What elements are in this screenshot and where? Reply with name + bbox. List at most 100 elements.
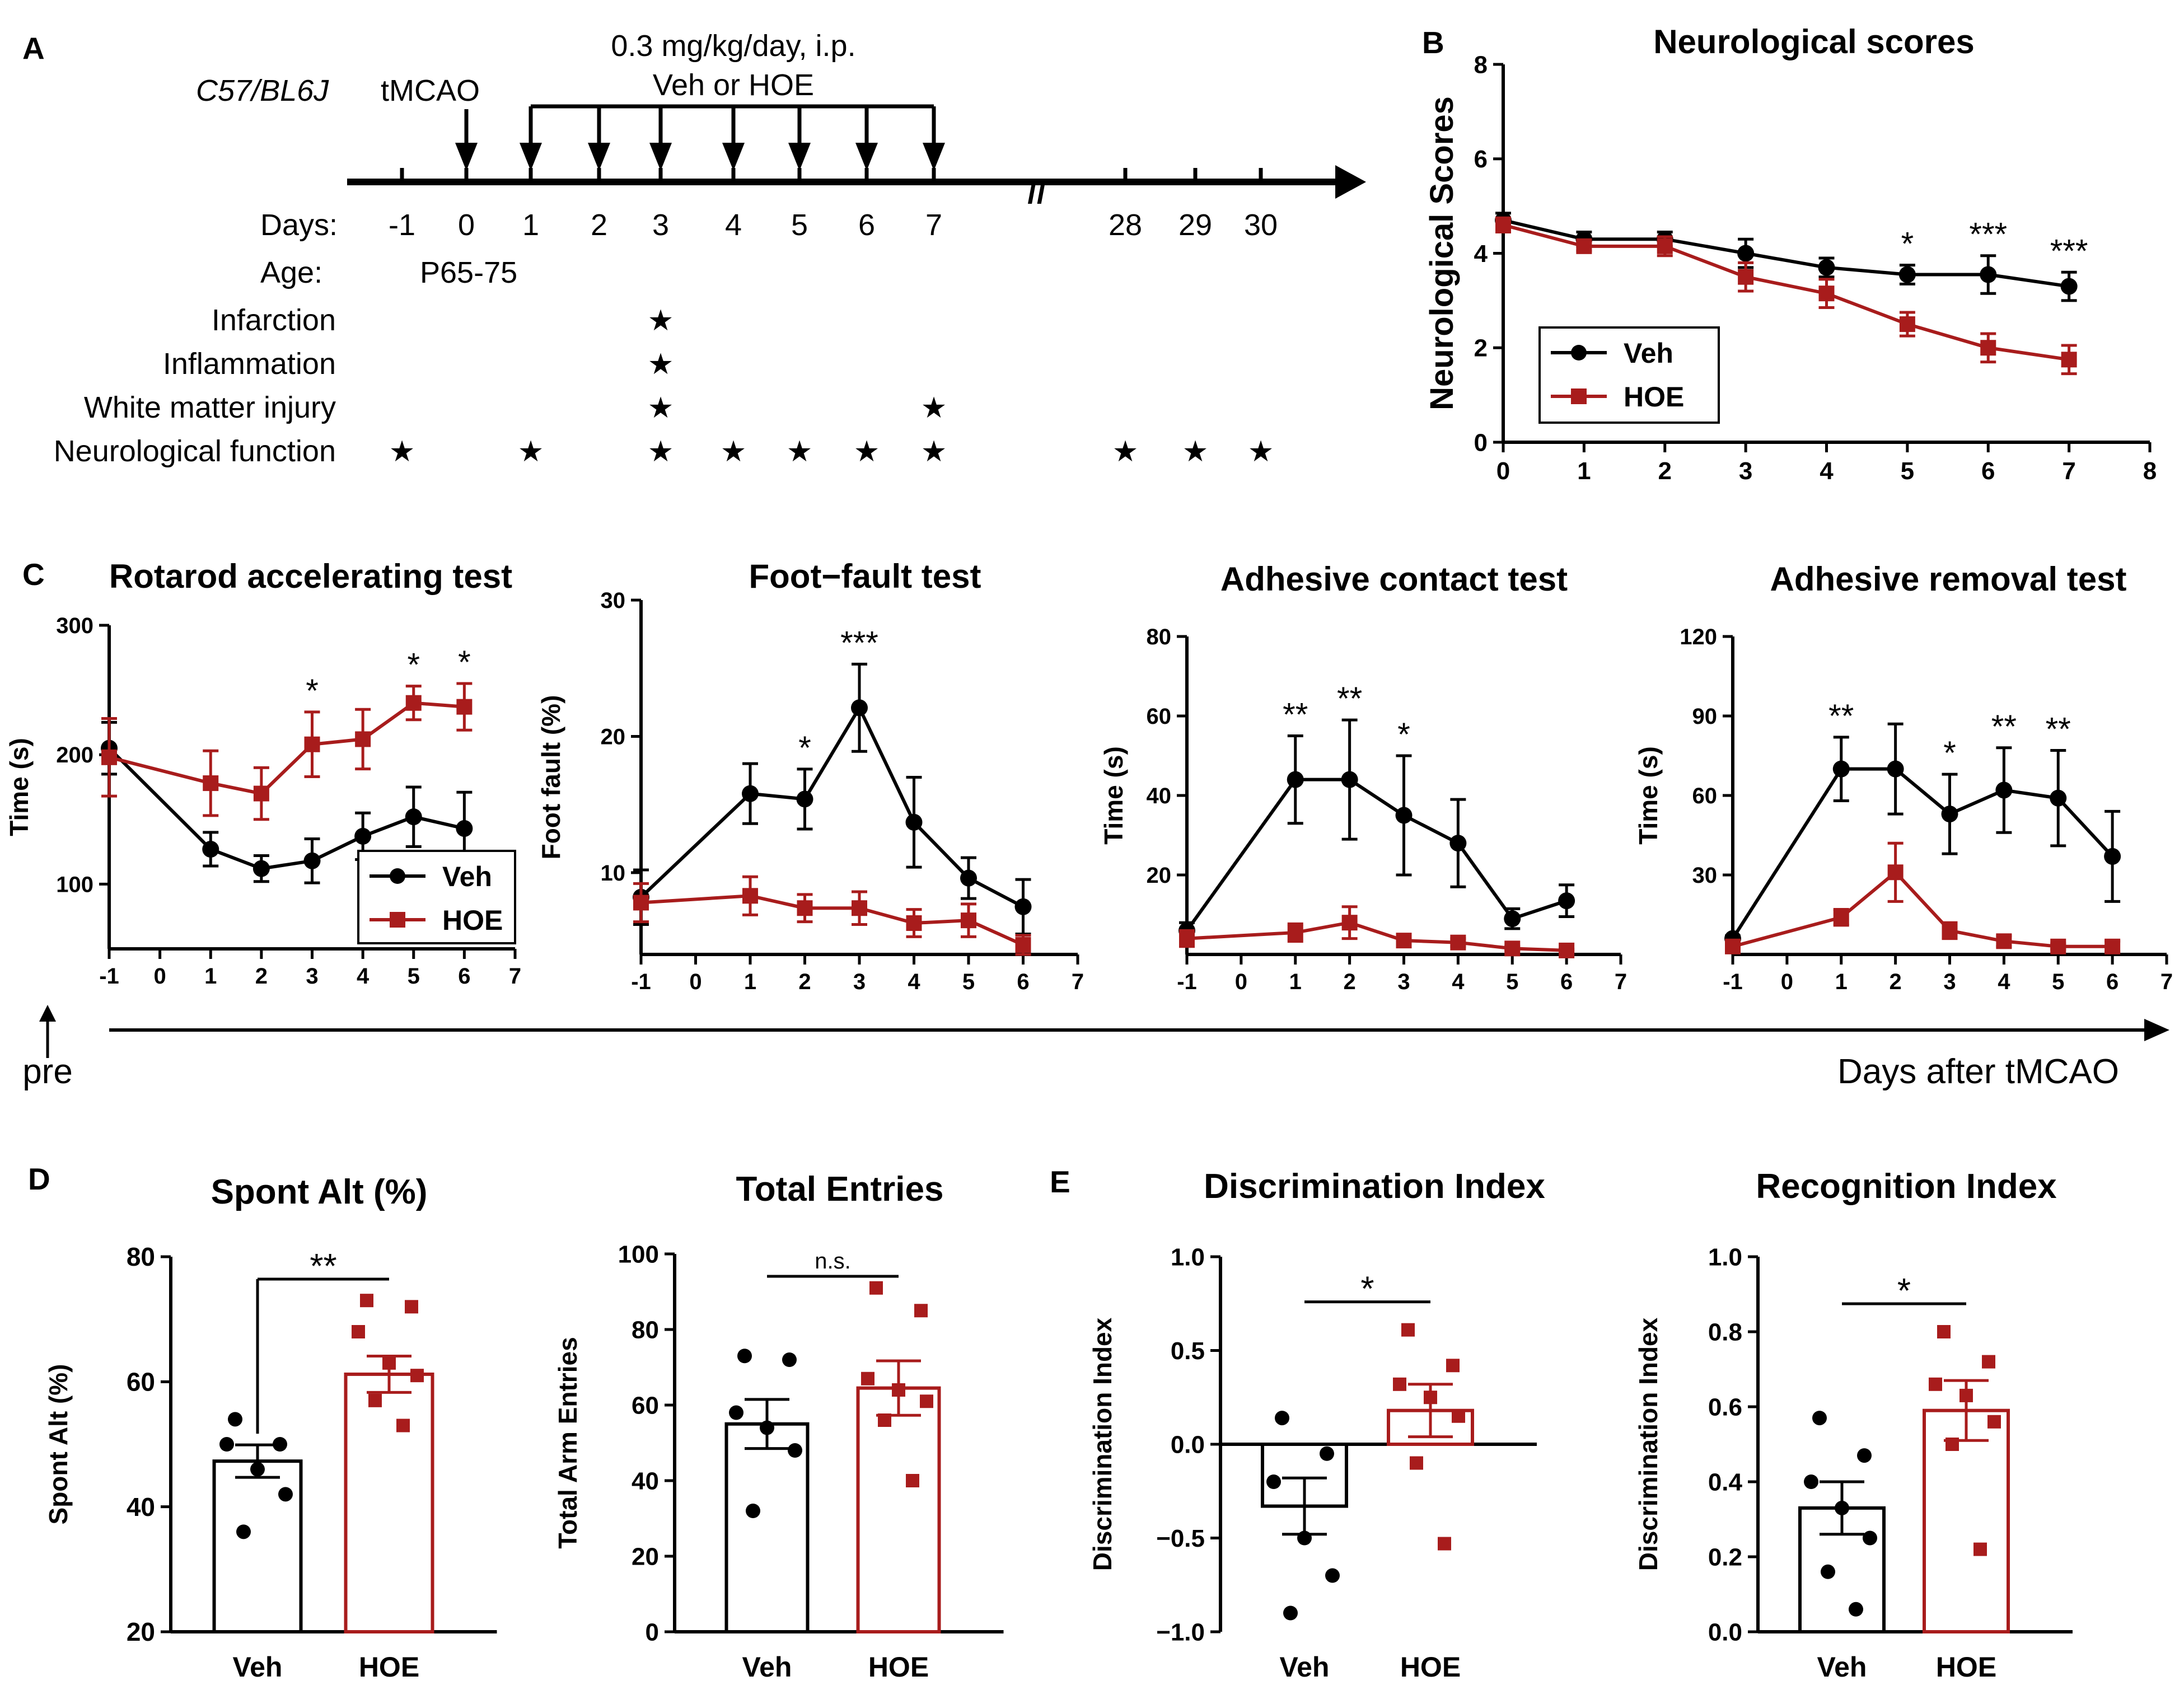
data-point-veh <box>456 820 473 837</box>
individual-point-hoe <box>1987 1415 2001 1429</box>
y-tick-label: 30 <box>601 588 626 613</box>
data-point-hoe <box>2105 938 2121 954</box>
y-tick-label: 40 <box>632 1467 659 1495</box>
pre-label: pre <box>22 1052 73 1091</box>
timeline-day-label: 4 <box>725 208 742 242</box>
surgery-arrowhead <box>455 143 478 171</box>
data-point-hoe <box>1396 933 1412 949</box>
individual-point-veh <box>1863 1530 1877 1546</box>
treatment-arrowhead <box>649 143 672 171</box>
individual-point-hoe <box>906 1474 919 1487</box>
assessment-infarction: Infarction <box>212 303 336 337</box>
individual-point-hoe <box>1410 1456 1423 1470</box>
significance-label: * <box>1360 1270 1374 1309</box>
x-tick-label: 5 <box>962 970 975 994</box>
series-line-hoe <box>1732 870 2113 948</box>
data-point-hoe <box>906 915 922 931</box>
strain-label: C57/BL6J <box>196 74 329 107</box>
data-point-hoe <box>1287 924 1303 940</box>
individual-point-hoe <box>410 1369 424 1383</box>
data-point-veh <box>1898 266 1916 283</box>
series-line-veh <box>1503 218 2070 288</box>
assessment-star: ★ <box>389 436 415 468</box>
data-point-veh <box>354 827 372 845</box>
chart-adh_contact: 20 40 60 80 -1 0 1 2 3 4 5 6 7 Adhesive contact test T… <box>1099 560 1627 994</box>
individual-point-veh <box>236 1524 251 1539</box>
timeline-day-label: 28 <box>1109 208 1142 242</box>
data-point-hoe <box>797 900 813 916</box>
individual-point-veh <box>788 1443 802 1458</box>
individual-point-hoe <box>1973 1542 1987 1556</box>
timeline-day-label: -1 <box>389 208 415 242</box>
x-tick-label: -1 <box>99 964 119 989</box>
individual-point-veh <box>1821 1564 1835 1579</box>
y-tick-label: 0.0 <box>1171 1431 1205 1458</box>
x-tick-label: 5 <box>408 964 420 989</box>
chart-title: Recognition Index <box>1756 1167 2057 1206</box>
significance-star: * <box>1943 735 1956 771</box>
legend-label: Veh <box>1624 338 1673 369</box>
data-point-veh <box>2050 789 2067 807</box>
y-tick-label: 4 <box>1474 240 1488 268</box>
data-point-hoe <box>1576 238 1592 254</box>
category-label: HOE <box>1400 1651 1461 1683</box>
data-point-hoe <box>101 749 117 765</box>
data-point-hoe <box>1725 938 1741 954</box>
x-tick-label: 4 <box>1820 457 1834 485</box>
x-tick-label: 4 <box>1998 970 2010 994</box>
significance-star: ** <box>1337 681 1362 717</box>
x-tick-label: 0 <box>1781 970 1793 994</box>
panel-label-c: C <box>22 557 45 592</box>
assessment-white-matter: White matter injury <box>84 391 336 424</box>
x-tick-label: 2 <box>798 970 811 994</box>
significance-star: ** <box>2046 711 2071 748</box>
x-tick-label: 7 <box>1072 970 1084 994</box>
days-label: Days: <box>260 208 338 242</box>
data-point-veh <box>405 808 422 826</box>
category-label: Veh <box>1817 1651 1867 1683</box>
x-tick-label: 3 <box>853 970 866 994</box>
data-point-veh <box>202 840 219 858</box>
x-tick-label: 6 <box>1560 970 1573 994</box>
y-tick-label: 0.6 <box>1708 1393 1742 1421</box>
individual-point-veh <box>737 1349 752 1364</box>
panel-label-a: A <box>22 31 45 65</box>
y-tick-label: 20 <box>601 724 626 749</box>
x-tick-label: 1 <box>1835 970 1848 994</box>
y-tick-label: 20 <box>1147 863 1172 888</box>
data-point-veh <box>1887 760 1904 778</box>
data-point-hoe <box>1341 915 1358 931</box>
x-tick-label: 7 <box>2062 457 2075 485</box>
significance-star: * <box>306 673 319 709</box>
y-axis-label: Foot fault (%) <box>536 695 565 860</box>
x-tick-label: 7 <box>2160 970 2173 994</box>
data-point-veh <box>1395 807 1413 824</box>
assessment-inflammation: Inflammation <box>163 347 336 381</box>
individual-point-veh <box>760 1420 774 1435</box>
assessment-star: ★ <box>648 348 674 381</box>
individual-point-hoe <box>869 1281 883 1295</box>
individual-point-hoe <box>396 1419 410 1433</box>
chart-adh_removal: 30 60 90 120 -1 0 1 2 3 4 5 6 7 Adhesive removal test… <box>1634 560 2173 994</box>
y-tick-label: 1.0 <box>1171 1243 1205 1271</box>
individual-point-hoe <box>382 1356 396 1370</box>
individual-point-hoe <box>1393 1377 1406 1391</box>
significance-star: *** <box>840 625 878 661</box>
y-tick-label: −1.0 <box>1156 1618 1205 1646</box>
individual-point-hoe <box>1438 1537 1451 1551</box>
y-tick-label: 100 <box>618 1240 659 1268</box>
data-point-hoe <box>253 785 269 802</box>
timeline-day-label: 30 <box>1244 208 1278 242</box>
significance-label: ** <box>310 1247 336 1286</box>
y-tick-label: 0.4 <box>1708 1468 1743 1496</box>
assessment-star: ★ <box>518 436 544 468</box>
data-point-hoe <box>203 775 219 792</box>
x-tick-label: 5 <box>1901 457 1914 485</box>
chart-title: Adhesive removal test <box>1770 560 2127 598</box>
chart-rotarod: 100 200 300 -1 0 1 2 3 4 5 6 7 Rotarod accelerating … <box>4 558 521 989</box>
chart-title: Neurological scores <box>1653 23 1975 60</box>
individual-point-veh <box>782 1352 797 1367</box>
treatment-arrowhead <box>788 143 811 171</box>
treatment-arrowhead <box>923 143 945 171</box>
significance-label: * <box>1897 1272 1911 1310</box>
